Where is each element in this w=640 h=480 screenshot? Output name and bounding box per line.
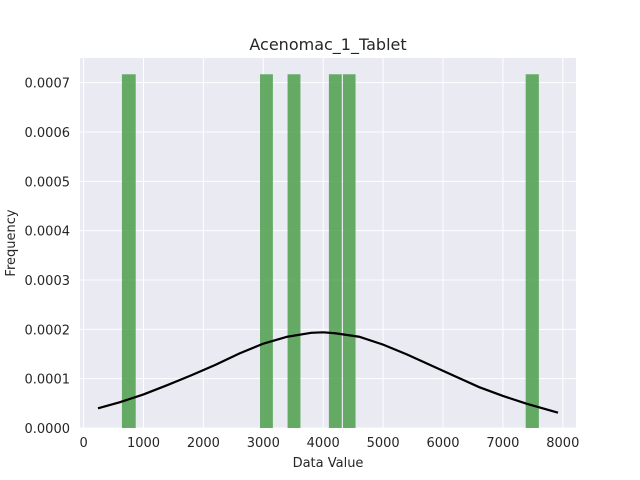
histogram-bar-5 (525, 74, 539, 428)
y-axis-label: Frequency (4, 209, 19, 276)
y-tick-label-6: 0.0006 (25, 126, 71, 141)
y-tick-label-1: 0.0001 (25, 373, 71, 388)
y-tick-label-0: 0.0000 (25, 422, 71, 437)
histogram-bar-4 (342, 74, 356, 428)
x-tick-label-4: 4000 (307, 436, 340, 451)
y-tick-label-7: 0.0007 (25, 77, 71, 92)
histogram-bars (121, 74, 539, 428)
normal-fit-curve (97, 331, 559, 414)
x-tick-label-6: 6000 (426, 436, 459, 451)
x-tick-label-2: 2000 (187, 436, 220, 451)
chart-title: Acenomac_1_Tablet (249, 35, 406, 55)
x-axis-ticks: 0 1000 2000 3000 4000 5000 6000 7000 8000 (79, 436, 579, 451)
histogram-bar-3 (328, 74, 342, 428)
x-tick-label-1: 1000 (127, 436, 160, 451)
x-axis-label: Data Value (293, 456, 364, 471)
plot-background (80, 58, 576, 428)
y-tick-label-3: 0.0003 (25, 274, 71, 289)
x-tick-label-3: 3000 (247, 436, 280, 451)
x-tick-label-7: 7000 (486, 436, 519, 451)
y-axis-ticks: 0.0000 0.0001 0.0002 0.0003 0.0004 0.0005 0.00… (25, 77, 71, 437)
x-tick-label-5: 5000 (367, 436, 400, 451)
histogram-bar-1 (260, 74, 273, 428)
y-tick-label-5: 0.0005 (25, 175, 71, 190)
x-tick-label-0: 0 (79, 436, 87, 451)
y-tick-label-4: 0.0004 (25, 225, 71, 240)
x-tick-label-8: 8000 (546, 436, 579, 451)
histogram-bar-2 (287, 74, 301, 428)
histogram-bar-0 (121, 74, 136, 428)
y-tick-label-2: 0.0002 (25, 323, 71, 338)
grid-lines (80, 58, 576, 429)
